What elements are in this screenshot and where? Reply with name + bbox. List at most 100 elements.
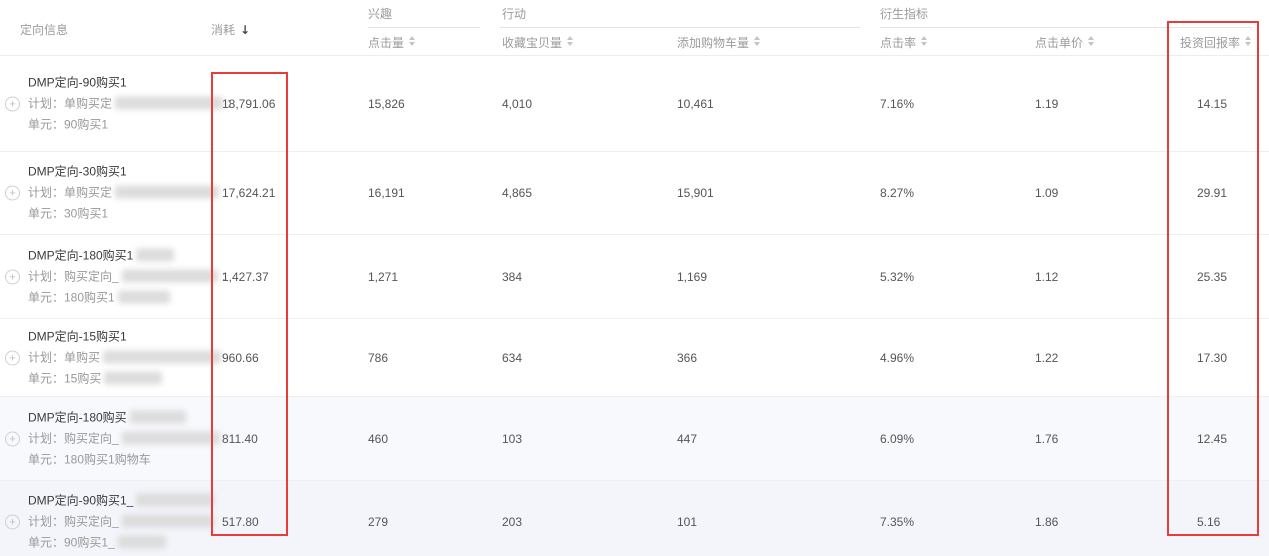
redacted-text xyxy=(136,248,175,261)
targeting-name: DMP定向-90购买1_ xyxy=(28,493,134,507)
spend-value: 1,427.37 xyxy=(222,269,269,284)
column-header-carts-label: 添加购物车量 xyxy=(677,36,750,50)
targeting-info: DMP定向-90购买1 计划：单购买定 ： 单元：90购买1 xyxy=(28,72,238,135)
ctr-value: 5.32% xyxy=(880,269,915,284)
redacted-text xyxy=(115,185,220,199)
table-row: + DMP定向-90购买1_ 计划：购买定向_ 单元：90购买1_ 517.80… xyxy=(0,480,1269,556)
redacted-text xyxy=(121,431,220,444)
expand-row-button[interactable]: + xyxy=(5,185,20,201)
clicks-value: 1,271 xyxy=(368,269,399,284)
column-header-cpc[interactable]: 点击单价 xyxy=(1035,34,1095,51)
sort-updown-icon xyxy=(921,36,928,46)
expand-row-button[interactable]: + xyxy=(5,431,20,446)
roi-value: 12.45 xyxy=(1197,431,1228,446)
targeting-info: DMP定向-180购买1 计划：购买定向_ ： 单元：180购买1 xyxy=(28,245,233,308)
targeting-name: DMP定向-180购买1 xyxy=(28,248,134,262)
targeting-info: DMP定向-180购买 计划：购买定向_ 单元：180购买1购物车 xyxy=(28,407,223,470)
targeting-name: DMP定向-180购买 xyxy=(28,410,127,424)
sort-updown-icon xyxy=(1245,36,1252,46)
redacted-text xyxy=(117,290,170,303)
unit-label: 单元：15购买 xyxy=(28,371,102,385)
roi-value: 29.91 xyxy=(1197,186,1228,200)
unit-label: 单元：30购买1 xyxy=(28,206,109,221)
expand-row-button[interactable]: + xyxy=(5,96,20,111)
clicks-value: 15,826 xyxy=(368,96,405,111)
group-underline-interest xyxy=(368,27,480,28)
group-header-derived: 衍生指标 xyxy=(880,7,929,21)
cpc-value: 1.12 xyxy=(1035,269,1059,284)
carts-value: 447 xyxy=(677,431,698,446)
clicks-value: 16,191 xyxy=(368,186,405,200)
ctr-value: 7.35% xyxy=(880,514,915,529)
table-header: 定向信息 消耗 ↓ 兴趣 行动 衍生指标 点击量 收藏宝贝量 添加购物车量 点击率… xyxy=(0,0,1269,56)
plan-label: 计划：购买定向_ xyxy=(28,514,119,528)
table-row: + DMP定向-15购买1 计划：单购买 单元：15购买 960.66 786 … xyxy=(0,318,1269,396)
sort-updown-icon xyxy=(567,36,574,46)
group-underline-action xyxy=(500,27,860,28)
column-header-clicks[interactable]: 点击量 xyxy=(368,34,416,51)
redacted-text xyxy=(121,269,218,282)
ctr-value: 6.09% xyxy=(880,431,915,446)
column-header-cpc-label: 点击单价 xyxy=(1035,36,1084,50)
group-underline-derived xyxy=(880,27,1253,28)
roi-value: 5.16 xyxy=(1197,514,1221,529)
column-header-spend-label: 消耗 xyxy=(211,23,236,37)
plan-label: 计划：购买定向_ xyxy=(28,269,119,283)
carts-value: 15,901 xyxy=(677,186,714,200)
targeting-name: DMP定向-15购买1 xyxy=(28,329,127,343)
column-header-ctr-label: 点击率 xyxy=(880,36,917,50)
cpc-value: 1.19 xyxy=(1035,96,1059,111)
favorites-value: 4,865 xyxy=(502,186,533,200)
sort-updown-icon xyxy=(1088,36,1095,46)
sort-updown-icon xyxy=(409,36,416,46)
carts-value: 366 xyxy=(677,350,698,365)
column-header-favorites[interactable]: 收藏宝贝量 xyxy=(502,34,574,51)
table-row: + DMP定向-180购买1 计划：购买定向_ ： 单元：180购买1 1,427… xyxy=(0,234,1269,318)
clicks-value: 460 xyxy=(368,431,389,446)
unit-label: 单元：90购买1_ xyxy=(28,535,115,549)
unit-label: 单元：90购买1 xyxy=(28,117,109,131)
column-header-ctr[interactable]: 点击率 xyxy=(880,34,928,51)
expand-row-button[interactable]: + xyxy=(5,269,20,284)
redacted-text xyxy=(103,350,222,363)
redacted-text xyxy=(115,96,224,109)
roi-value: 14.15 xyxy=(1197,96,1228,111)
ctr-value: 7.16% xyxy=(880,96,915,111)
column-header-roi[interactable]: 投资回报率 xyxy=(1180,34,1252,51)
spend-value: 517.80 xyxy=(222,514,259,529)
expand-row-button[interactable]: + xyxy=(5,514,20,529)
ctr-value: 4.96% xyxy=(880,350,915,365)
plan-suffix: ： xyxy=(226,96,239,110)
spend-value: 811.40 xyxy=(222,431,258,446)
roi-value: 25.35 xyxy=(1197,269,1228,284)
table-row: + DMP定向-90购买1 计划：单购买定 ： 单元：90购买1 18,791.0… xyxy=(0,56,1269,151)
favorites-value: 634 xyxy=(502,350,523,365)
carts-value: 101 xyxy=(677,514,698,529)
redacted-text xyxy=(121,514,214,527)
targeting-info: DMP定向-30购买1 计划：单购买定 单元：30购买1 xyxy=(28,162,222,225)
cpc-value: 1.86 xyxy=(1035,514,1059,529)
spend-value: 960.66 xyxy=(222,350,259,365)
cpc-value: 1.09 xyxy=(1035,186,1059,200)
table-row: + DMP定向-180购买 计划：购买定向_ 单元：180购买1购物车 811.… xyxy=(0,396,1269,480)
clicks-value: 786 xyxy=(368,350,389,365)
column-header-roi-label: 投资回报率 xyxy=(1180,36,1241,50)
redacted-text xyxy=(136,493,215,506)
plan-label: 计划：单购买定 xyxy=(28,185,113,200)
clicks-value: 279 xyxy=(368,514,389,529)
plan-label: 计划：单购买定 xyxy=(28,96,113,110)
redacted-text xyxy=(129,410,186,423)
sort-updown-icon xyxy=(754,36,761,46)
targeting-name: DMP定向-90购买1 xyxy=(28,75,127,89)
table-row: + DMP定向-30购买1 计划：单购买定 单元：30购买1 17,624.21… xyxy=(0,151,1269,234)
plan-label: 计划：购买定向_ xyxy=(28,431,119,445)
ctr-value: 8.27% xyxy=(880,186,915,200)
redacted-text xyxy=(104,371,163,384)
column-header-carts[interactable]: 添加购物车量 xyxy=(677,34,761,51)
cpc-value: 1.22 xyxy=(1035,350,1059,365)
expand-row-button[interactable]: + xyxy=(5,350,20,365)
favorites-value: 384 xyxy=(502,269,523,284)
column-header-spend[interactable]: 消耗 ↓ xyxy=(211,21,250,38)
group-header-interest: 兴趣 xyxy=(368,7,393,21)
